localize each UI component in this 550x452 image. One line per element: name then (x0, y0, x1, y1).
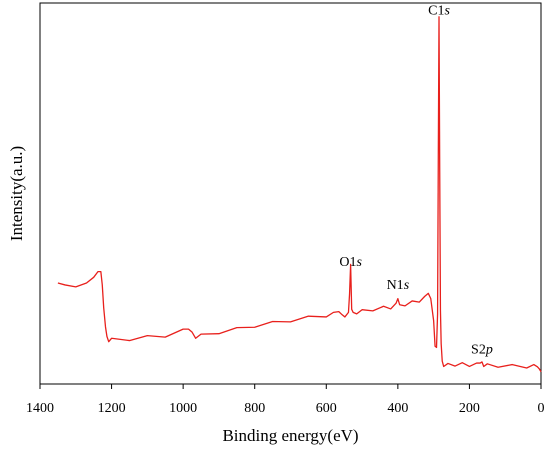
x-axis-ticks (39, 384, 542, 389)
x-tick-label: 600 (316, 401, 337, 416)
peak-label: S2p (471, 343, 493, 358)
peak-label: O1s (339, 255, 362, 270)
peak-element: N1 (387, 278, 404, 293)
x-tick-label: 800 (244, 401, 265, 416)
peak-element: S2 (471, 343, 486, 358)
peak-element: C1 (428, 3, 444, 18)
peak-orbital: s (356, 255, 362, 270)
peak-label: N1s (387, 278, 410, 293)
x-tick-label: 400 (387, 401, 408, 416)
x-tick-label: 1400 (26, 401, 54, 416)
plot-frame (39, 2, 542, 385)
x-tick-label: 200 (459, 401, 480, 416)
x-axis-label: Binding energy(eV) (222, 426, 358, 445)
x-tick-label: 1200 (98, 401, 126, 416)
peak-element: O1 (339, 255, 356, 270)
peak-orbital: s (444, 3, 450, 18)
x-axis-tick-labels: 1400 1200 1000 800 600 400 200 0 (26, 401, 545, 416)
y-axis-label: Intensity(a.u.) (7, 146, 26, 241)
peak-orbital: p (485, 343, 493, 358)
spectrum-line (57, 16, 542, 373)
x-tick-label: 0 (538, 401, 545, 416)
peak-label: C1s (428, 3, 450, 18)
peak-orbital: s (404, 278, 410, 293)
x-tick-label: 1000 (169, 401, 197, 416)
